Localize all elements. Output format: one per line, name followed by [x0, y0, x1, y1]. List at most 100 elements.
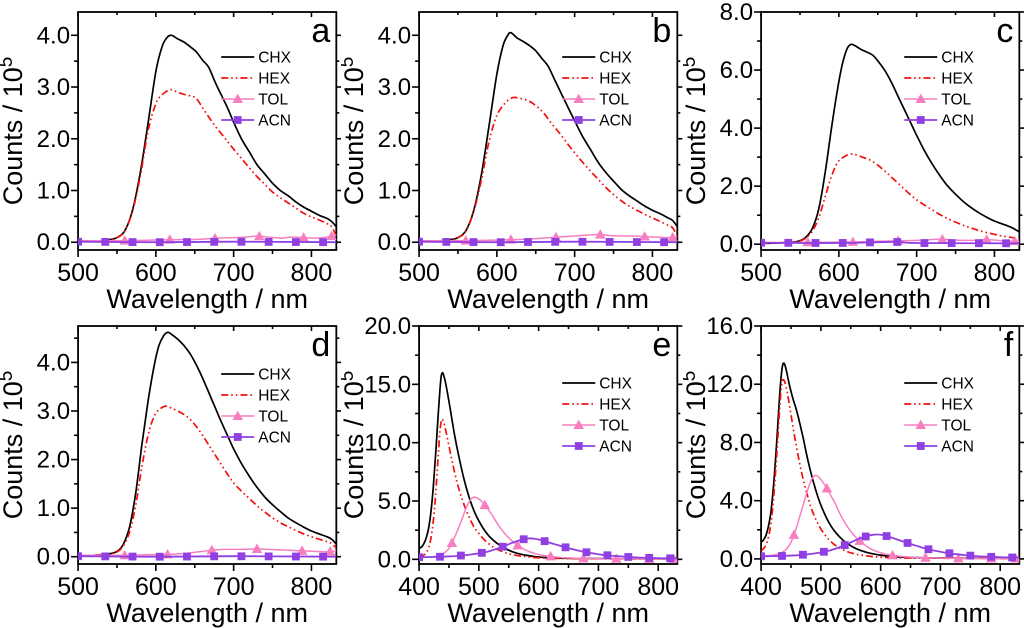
series-ACN-marker [291, 552, 300, 561]
y-tick-label: 4.0 [37, 22, 70, 49]
plot-panel-c: 500 600 700 800 0.0 2.0 4.0 6.0 8.0 Wavelength / … [683, 0, 1024, 314]
series-ACN-marker [442, 238, 451, 246]
x-axis-label: Wavelength / nm [789, 284, 991, 314]
x-tick-label: 700 [213, 573, 255, 601]
series-ACN-marker [645, 554, 654, 562]
series-ACN-marker [861, 532, 870, 541]
series-ACN-marker [524, 238, 533, 246]
y-tick-label: 10.0 [365, 430, 412, 457]
x-tick-label: 800 [979, 573, 1021, 601]
series-ACN-marker [155, 238, 164, 247]
legend-label-HEX: HEX [600, 397, 633, 414]
series-group [78, 34, 337, 247]
panel-cell-a: 500 600 700 800 0.0 1.0 2.0 3.0 4.0 Wavelength / … [0, 0, 342, 314]
x-axis-label: Wavelength / nm [448, 284, 650, 314]
legend-label-TOL: TOL [258, 409, 288, 426]
series-ACN-marker [777, 552, 786, 560]
legend-marker-TOL [232, 93, 244, 103]
x-tick-label: 700 [895, 259, 937, 287]
y-tick-label: 16.0 [706, 314, 753, 340]
series-ACN-marker [419, 237, 424, 246]
axis-ticks [71, 12, 342, 257]
y-tick-label: 8.0 [719, 429, 752, 456]
series-ACN-marker [436, 552, 445, 561]
series-group [760, 43, 1019, 248]
series-CHX-curve [78, 34, 337, 243]
series-ACN-marker [865, 238, 874, 247]
series-ACN-marker [882, 532, 891, 540]
plot-frame [77, 11, 338, 251]
series-TOL-curve [760, 474, 1019, 560]
series-ACN-marker [499, 542, 507, 551]
x-tick-label: 500 [800, 573, 842, 601]
x-tick-label: 500 [458, 573, 500, 601]
series-ACN-marker [210, 237, 219, 246]
legend-marker-ACN [916, 116, 925, 124]
legend-label-ACN: ACN [600, 439, 633, 456]
series-ACN-marker [237, 552, 246, 561]
series-ACN-marker [541, 537, 549, 546]
legend: CHX HEX TOL ACN [221, 367, 292, 446]
panel-cell-b: 500 600 700 800 0.0 1.0 2.0 3.0 4.0 Wavelength / … [341, 0, 683, 314]
series-ACN-marker [660, 238, 669, 247]
series-ACN-marker [920, 239, 928, 247]
y-axis-label: Counts / 105 [0, 57, 28, 206]
x-tick-label: 500 [57, 259, 99, 287]
legend-label-ACN: ACN [941, 113, 974, 130]
series-TOL-marker [639, 231, 651, 241]
series-ACN-marker [128, 552, 137, 561]
series-ACN-marker [469, 238, 478, 246]
legend-label-ACN: ACN [600, 113, 633, 130]
legend: CHX HEX TOL ACN [903, 376, 974, 456]
series-TOL-marker [595, 229, 606, 239]
series-ACN-marker [974, 239, 983, 248]
series-ACN-marker [551, 237, 560, 246]
y-tick-label: 4.0 [378, 22, 411, 49]
series-ACN-marker [624, 553, 633, 561]
plot-frame [418, 325, 679, 565]
legend-marker-TOL [573, 93, 585, 103]
panel-letter: f [1004, 326, 1014, 364]
series-ACN-marker [497, 238, 505, 247]
x-axis-label: Wavelength / nm [789, 598, 991, 628]
panel-letter: b [653, 12, 672, 50]
y-tick-label: 3.0 [378, 74, 411, 101]
x-tick-label: 600 [476, 259, 518, 287]
series-ACN-marker [798, 550, 807, 559]
series-TOL-marker [854, 535, 865, 545]
series-CHX-curve [760, 362, 1019, 560]
series-ACN-marker [210, 552, 219, 561]
x-axis-label: Wavelength / nm [448, 598, 650, 628]
series-ACN-marker [1007, 553, 1016, 562]
series-group [419, 371, 678, 563]
series-ACN-marker [101, 552, 110, 561]
y-tick-label: 4.0 [37, 349, 70, 376]
legend-label-TOL: TOL [600, 92, 630, 109]
series-ACN-marker [183, 238, 191, 246]
series-TOL-marker [446, 537, 458, 548]
x-tick-label: 400 [740, 573, 782, 601]
legend: CHX HEX TOL ACN [562, 50, 633, 130]
series-TOL-marker [296, 545, 308, 555]
series-CHX-curve [760, 43, 1019, 245]
y-tick-label: 2.0 [719, 173, 752, 200]
series-ACN-marker [264, 552, 273, 561]
y-tick-label: 4.0 [719, 115, 752, 142]
legend-label-CHX: CHX [258, 367, 291, 384]
axis-ticks [412, 325, 683, 571]
x-tick-label: 700 [213, 259, 255, 287]
legend-label-ACN: ACN [941, 439, 974, 456]
legend-marker-ACN [233, 116, 242, 124]
legend: CHX HEX TOL ACN [221, 50, 292, 129]
y-tick-label: 2.0 [37, 126, 70, 153]
plot-panel-d: 500 600 700 800 0.0 1.0 2.0 3.0 4.0 Wavelength / … [0, 325, 342, 628]
series-ACN-marker [603, 551, 612, 560]
series-ACN-marker [606, 237, 614, 246]
x-tick-label: 400 [399, 573, 441, 601]
legend-marker-TOL [232, 410, 244, 420]
plot-panel-f: 400 500 600 700 800 0.0 4.0 8.0 12.0 16.0 Waveleng… [683, 314, 1024, 628]
series-HEX-curve [760, 378, 1019, 560]
series-ACN-marker [578, 237, 587, 246]
legend-marker-ACN [575, 116, 583, 124]
